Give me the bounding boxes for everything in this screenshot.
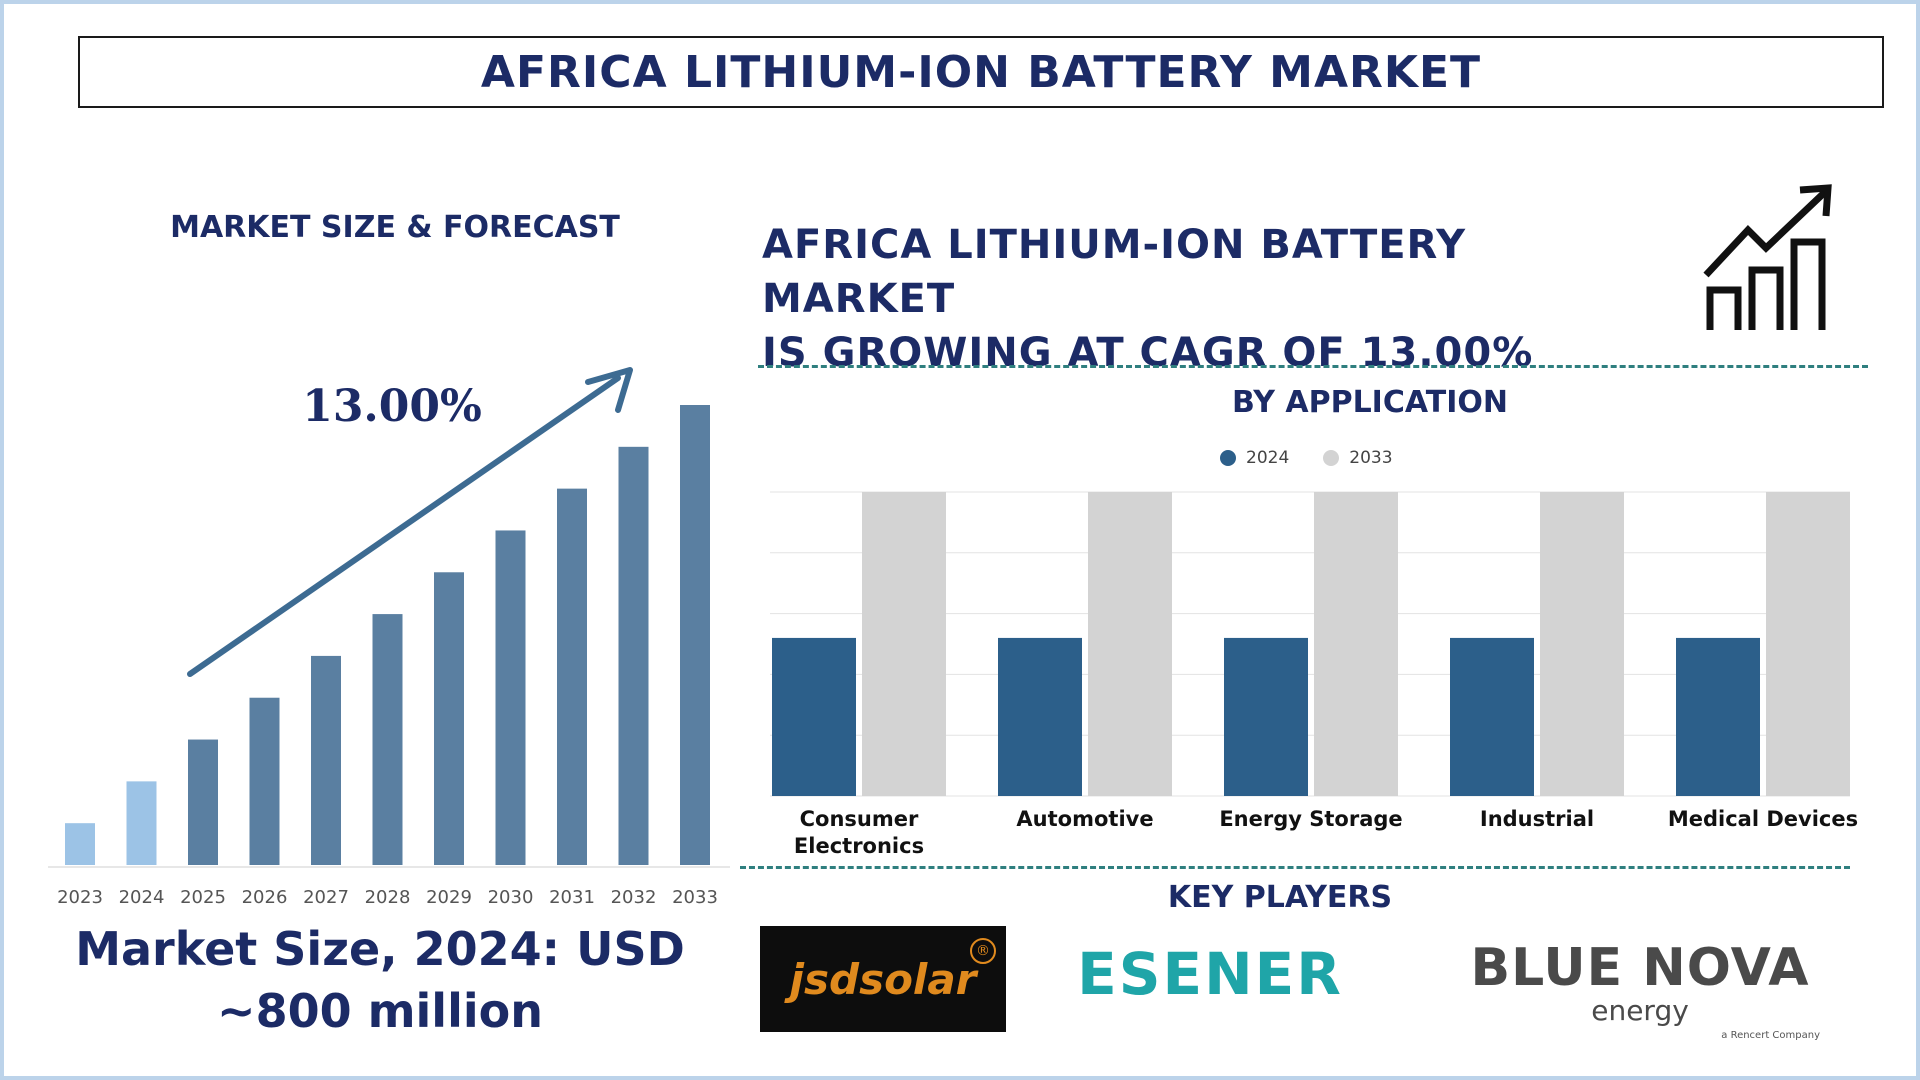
bar-2033-consumer-electronics [862,492,946,796]
legend-swatch-2033 [1323,450,1340,466]
bar-2024-industrial [1450,637,1534,796]
legend-swatch-2024 [1220,450,1236,466]
x-tick-label: 2026 [242,887,288,908]
section-divider [758,365,1868,368]
x-tick-label: 2033 [672,887,718,908]
jsdsolar-logo-text: jsdsolar [789,954,977,1004]
legend-item-2024: 2024 [1220,448,1289,468]
bar-2033-energy-storage [1314,492,1398,796]
bar-2028 [372,614,403,865]
bar-2023 [65,823,95,865]
bar-2024-automotive [998,637,1082,796]
x-tick-label: 2024 [119,887,165,908]
section-divider [740,866,1850,869]
bar-2024 [126,781,157,865]
trend-arrow-line [187,375,621,677]
market-size-forecast-chart: 2023 2024 2025 2026 2027 2028 2029 2030 2031 2032… [48,367,730,908]
x-tick-label: 2025 [180,887,226,908]
blue-nova-logo-text: BLUE NOVA [1470,938,1810,998]
bar-2030 [495,530,526,865]
bar-2033-medical-devices [1766,492,1850,796]
category-label: Industrial [1480,807,1594,831]
bar-2032 [618,446,649,865]
market-size-forecast-heading: MARKET SIZE & FORECAST [170,210,620,245]
key-players-heading: KEY PLAYERS [1167,880,1393,915]
x-tick-label: 2023 [57,887,103,908]
cagr-annotation: 13.00% [302,381,482,432]
x-tick-label: 2028 [365,887,411,908]
growth-chart-icon [1703,184,1832,330]
by-application-heading: BY APPLICATION [1231,385,1508,420]
legend-item-2033: 2033 [1323,448,1393,468]
market-size-text: Market Size, 2024: USD ~800 million [40,918,720,1042]
x-tick-label: 2032 [611,887,657,908]
cagr-statement: AFRICA LITHIUM-ION BATTERY MARKET IS GRO… [762,218,1662,380]
market-size-line-1: Market Size, 2024: USD [75,922,685,976]
market-size-line-2: ~800 million [217,984,543,1038]
bar-2033-automotive [1088,492,1172,796]
bar-2033-industrial [1540,492,1624,796]
category-label: Consumer Electronics [794,807,924,858]
bar-2027 [311,655,341,865]
page-title: AFRICA LITHIUM-ION BATTERY MARKET [480,46,1482,98]
bar-2029 [434,572,464,865]
blue-nova-logo-subtext: energy [1591,994,1689,1027]
x-tick-label: 2030 [488,887,534,908]
bar-2031 [557,488,587,865]
category-label: Medical Devices [1668,807,1858,831]
bar-2025 [188,739,218,865]
registered-mark: ® [970,938,996,964]
title-banner: AFRICA LITHIUM-ION BATTERY MARKET [78,36,1884,108]
trend-arrow-head [585,367,633,413]
category-label: Automotive [1016,807,1153,831]
bar-2024-consumer-electronics [772,637,856,796]
legend-label-2033: 2033 [1349,448,1393,468]
category-label: Energy Storage [1219,807,1402,831]
jsdsolar-logo: jsdsolar ® [760,926,1006,1032]
cagr-statement-line-1: AFRICA LITHIUM-ION BATTERY MARKET [762,222,1467,322]
bar-2033 [680,405,710,865]
bar-2024-energy-storage [1224,637,1308,796]
x-tick-label: 2031 [549,887,595,908]
legend-label-2024: 2024 [1246,448,1290,468]
x-tick-label: 2027 [303,887,349,908]
bar-2026 [249,697,280,865]
blue-nova-logo-tagline: a Rencert Company [1721,1030,1820,1041]
cagr-statement-line-2: IS GROWING AT CAGR OF 13.00% [762,330,1534,376]
by-application-chart: Consumer Electronics Automotive Energy Stor… [770,491,1858,858]
chart-legend: 2024 2033 [1220,448,1393,468]
esener-logo: ESENER [1077,940,1343,1008]
x-tick-label: 2029 [426,887,472,908]
blue-nova-energy-logo: BLUE NOVA energy a Rencert Company [1460,938,1820,1041]
bar-2024-medical-devices [1676,637,1760,796]
